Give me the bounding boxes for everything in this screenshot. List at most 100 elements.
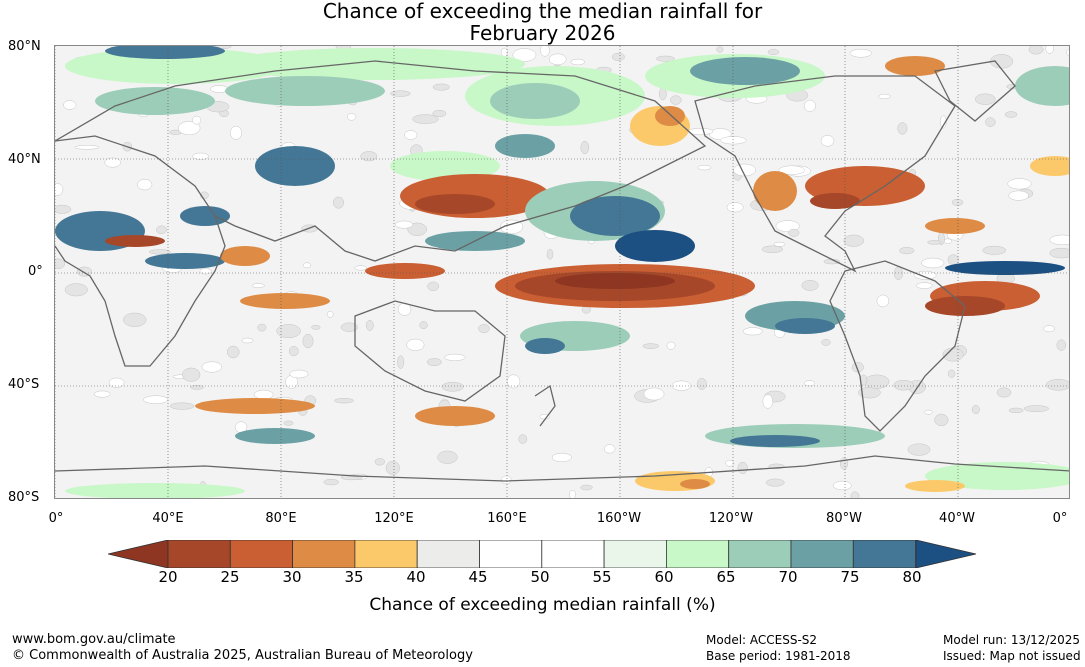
noise-contour — [437, 450, 458, 464]
region-blue — [525, 338, 565, 354]
region-orange — [885, 56, 945, 76]
colorbar-cell — [541, 540, 605, 568]
colorbar-tick-80: 80 — [902, 568, 922, 586]
region-blue-dark — [945, 261, 1065, 275]
noise-contour — [643, 387, 665, 401]
region-teal — [95, 87, 215, 115]
region-red — [105, 235, 165, 247]
coastline-south-america — [829, 260, 966, 432]
lat-label-40n: 40°N — [8, 152, 41, 167]
noise-contour — [1023, 405, 1049, 412]
noise-contour — [108, 377, 125, 388]
lon-label-80e: 80°E — [265, 511, 297, 526]
base-period: Base period: 1981-2018 — [706, 649, 851, 663]
noise-contour — [365, 319, 374, 331]
lon-label-120e: 120°E — [374, 511, 414, 526]
noise-contour — [876, 294, 890, 308]
region-blue — [105, 46, 225, 59]
region-red-dark — [555, 273, 675, 289]
noise-contour — [548, 53, 567, 66]
noise-contour — [940, 115, 947, 129]
region-green — [65, 483, 245, 498]
noise-contour — [893, 379, 914, 391]
region-teal-dark — [495, 134, 555, 158]
colorbar-cell — [790, 540, 854, 568]
noise-contour — [441, 382, 464, 392]
region-yellow — [1030, 156, 1069, 176]
noise-contour — [762, 394, 774, 409]
noise-contour — [897, 122, 908, 135]
noise-contour — [1008, 407, 1024, 414]
region-orange — [415, 406, 495, 426]
colorbar-cell — [416, 540, 480, 568]
website-link[interactable]: www.bom.gov.au/climate — [12, 632, 176, 647]
noise-contour — [426, 358, 442, 367]
region-orange — [240, 293, 330, 309]
noise-contour — [123, 312, 147, 327]
noise-contour — [395, 220, 414, 229]
noise-contour — [803, 99, 816, 112]
noise-contour — [927, 240, 942, 245]
noise-contour — [971, 404, 980, 415]
noise-contour — [518, 434, 528, 444]
noise-contour — [397, 355, 405, 369]
noise-contour — [804, 380, 815, 387]
noise-contour — [444, 353, 466, 361]
noise-contour — [788, 228, 800, 237]
noise-contour — [951, 198, 964, 206]
noise-contour — [143, 395, 169, 404]
region-red-orange — [365, 263, 445, 279]
noise-contour — [1045, 46, 1054, 54]
noise-contour — [666, 341, 676, 350]
noise-contour — [346, 113, 357, 121]
noise-contour — [539, 46, 550, 57]
noise-contour — [851, 362, 864, 373]
noise-contour — [288, 346, 299, 357]
region-green — [65, 48, 285, 84]
map-title-line-1: Chance of exceeding the median rainfall … — [322, 0, 763, 23]
lon-label-0-end: 0° — [1052, 511, 1068, 526]
colorbar-over-arrow — [915, 540, 977, 568]
noise-contour — [725, 459, 734, 467]
region-orange — [753, 171, 797, 211]
noise-contour — [332, 196, 345, 209]
noise-contour — [501, 475, 512, 485]
noise-contour — [63, 100, 77, 110]
noise-contour — [1049, 234, 1069, 246]
noise-contour — [921, 257, 945, 269]
noise-contour — [878, 93, 891, 99]
lon-label-160e: 160°E — [487, 511, 527, 526]
noise-contour — [570, 58, 585, 66]
noise-contour — [864, 374, 890, 389]
copyright-text: © Commonwealth of Australia 2025, Austra… — [12, 648, 473, 663]
noise-contour — [500, 219, 524, 235]
lat-label-80s: 80°S — [8, 490, 40, 505]
colorbar — [108, 540, 977, 568]
region-teal — [490, 83, 580, 119]
colorbar-tick-65: 65 — [716, 568, 736, 586]
colorbar-tick-45: 45 — [468, 568, 488, 586]
noise-contour — [611, 52, 625, 61]
coastline-new-zealand — [534, 384, 556, 427]
noise-contour — [820, 135, 835, 147]
colorbar-under-arrow — [108, 540, 169, 568]
noise-contour — [1004, 111, 1018, 118]
noise-contour — [1007, 178, 1032, 190]
region-teal — [225, 76, 385, 106]
noise-contour — [192, 152, 209, 160]
noise-contour — [767, 49, 780, 55]
noise-contour — [104, 157, 121, 168]
noise-contour — [289, 369, 309, 379]
noise-contour — [1056, 339, 1067, 351]
colorbar-tick-25: 25 — [220, 568, 240, 586]
region-teal-dark — [690, 57, 800, 85]
colorbar-tick-20: 20 — [158, 568, 178, 586]
noise-contour — [283, 420, 294, 426]
noise-contour — [64, 283, 88, 297]
region-blue — [570, 196, 660, 236]
noise-contour — [226, 345, 240, 359]
noise-contour — [385, 460, 400, 475]
colorbar-tick-30: 30 — [282, 568, 302, 586]
noise-contour — [149, 249, 171, 255]
noise-contour — [907, 443, 931, 456]
